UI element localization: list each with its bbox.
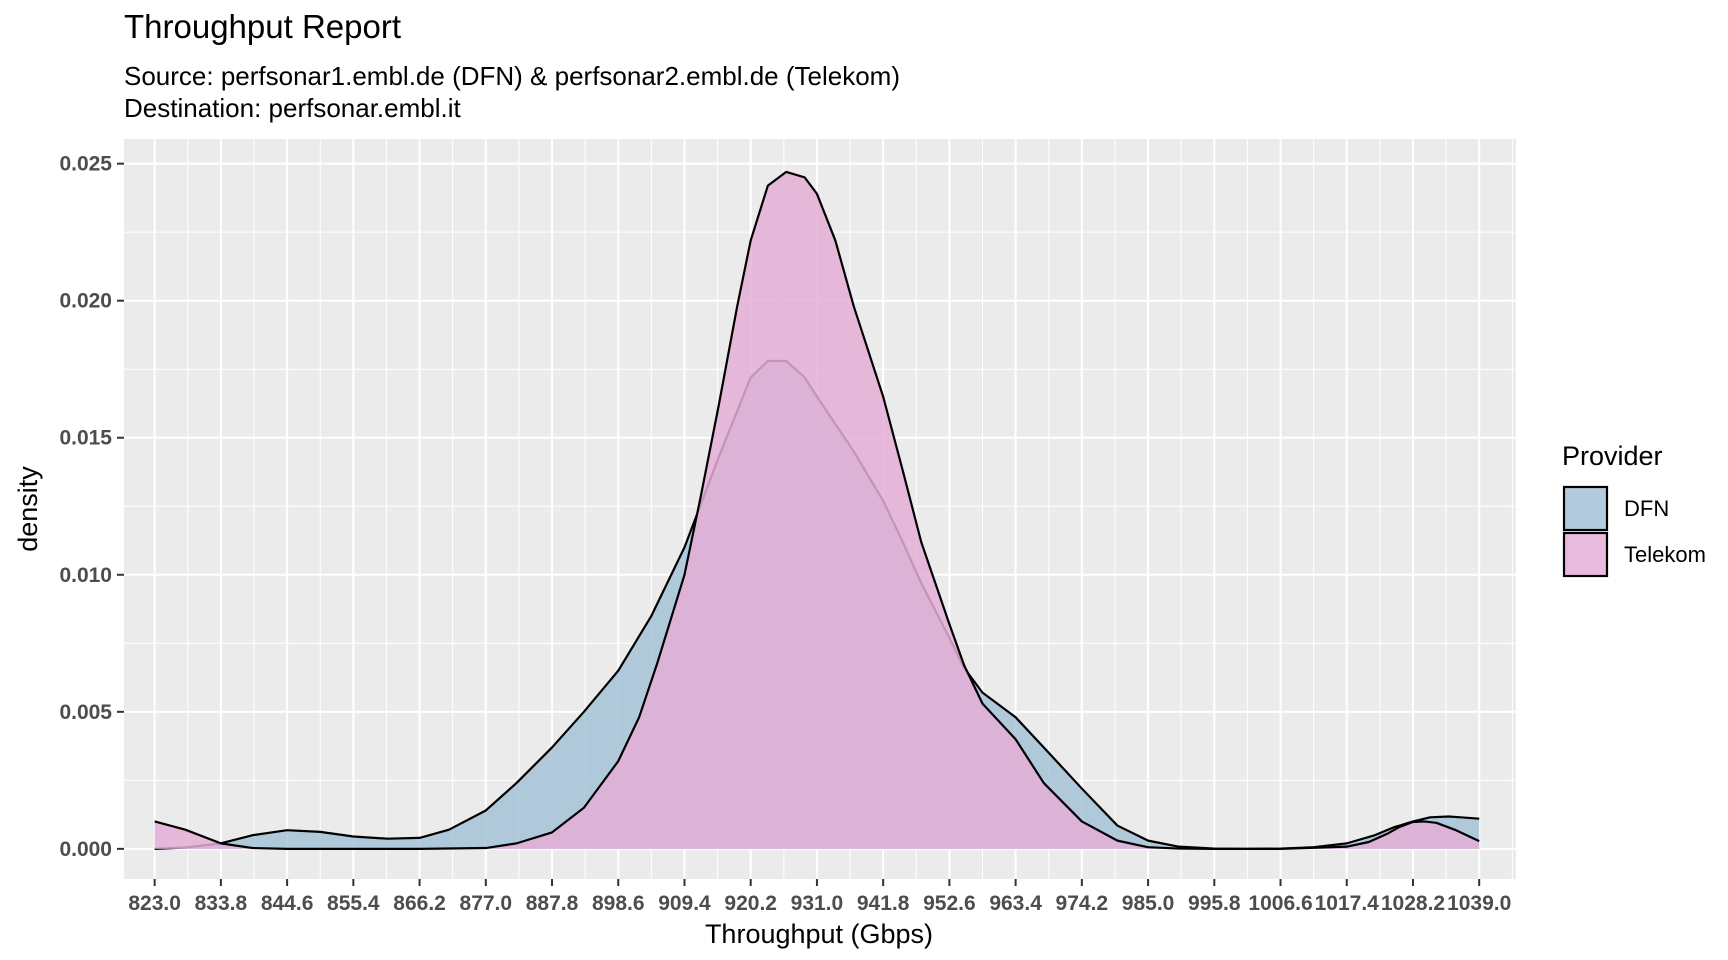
legend-label-telekom: Telekom xyxy=(1624,542,1706,567)
x-tick-label: 974.2 xyxy=(1056,892,1109,915)
legend: Provider DFN Telekom xyxy=(1562,441,1706,578)
chart-subtitle-source: Source: perfsonar1.embl.de (DFN) & perfs… xyxy=(124,61,900,91)
x-tick-label: 995.8 xyxy=(1188,892,1241,915)
x-tick-label: 1028.2 xyxy=(1381,892,1445,915)
x-tick-label: 833.8 xyxy=(195,892,248,915)
chart-title: Throughput Report xyxy=(124,8,401,45)
y-axis: 0.000 0.005 0.010 0.015 0.020 0.025 xyxy=(59,153,124,861)
legend-title: Provider xyxy=(1562,441,1663,471)
x-tick-label: 855.4 xyxy=(327,892,380,915)
series-layer xyxy=(154,170,1480,850)
x-tick-label: 985.0 xyxy=(1122,892,1175,915)
x-tick-label: 952.6 xyxy=(923,892,976,915)
x-axis-title: Throughput (Gbps) xyxy=(705,919,933,949)
x-tick-label: 823.0 xyxy=(128,892,181,915)
x-axis: 823.0 833.8 844.6 855.4 866.2 877.0 887.8 898.6… xyxy=(128,879,1511,915)
y-tick-label: 0.020 xyxy=(59,290,112,313)
x-tick-label: 1006.6 xyxy=(1248,892,1312,915)
x-tick-label: 1017.4 xyxy=(1315,892,1380,915)
x-tick-label: 898.6 xyxy=(592,892,645,915)
x-tick-label: 909.4 xyxy=(658,892,711,915)
y-tick-label: 0.015 xyxy=(59,427,112,450)
y-tick-label: 0.010 xyxy=(59,564,112,587)
density-area-telekom xyxy=(154,171,1480,849)
x-tick-label: 931.0 xyxy=(791,892,844,915)
x-tick-label: 877.0 xyxy=(460,892,513,915)
y-tick-label: 0.005 xyxy=(59,701,112,724)
legend-swatch-dfn xyxy=(1562,485,1609,532)
legend-label-dfn: DFN xyxy=(1624,496,1669,521)
chart-subtitle-destination: Destination: perfsonar.embl.it xyxy=(124,93,462,123)
x-tick-label: 963.4 xyxy=(989,892,1042,915)
x-tick-label: 866.2 xyxy=(393,892,446,915)
x-tick-label: 844.6 xyxy=(261,892,314,915)
x-tick-label: 887.8 xyxy=(526,892,579,915)
legend-items: DFN Telekom xyxy=(1562,485,1706,578)
y-tick-label: 0.025 xyxy=(59,153,112,176)
x-tick-label: 941.8 xyxy=(857,892,910,915)
x-tick-label: 920.2 xyxy=(724,892,777,915)
y-tick-label: 0.000 xyxy=(59,838,112,861)
legend-swatch-telekom xyxy=(1562,531,1609,578)
density-line-telekom xyxy=(154,170,1480,850)
y-axis-title: density xyxy=(13,466,43,552)
x-tick-label: 1039.0 xyxy=(1447,892,1511,915)
